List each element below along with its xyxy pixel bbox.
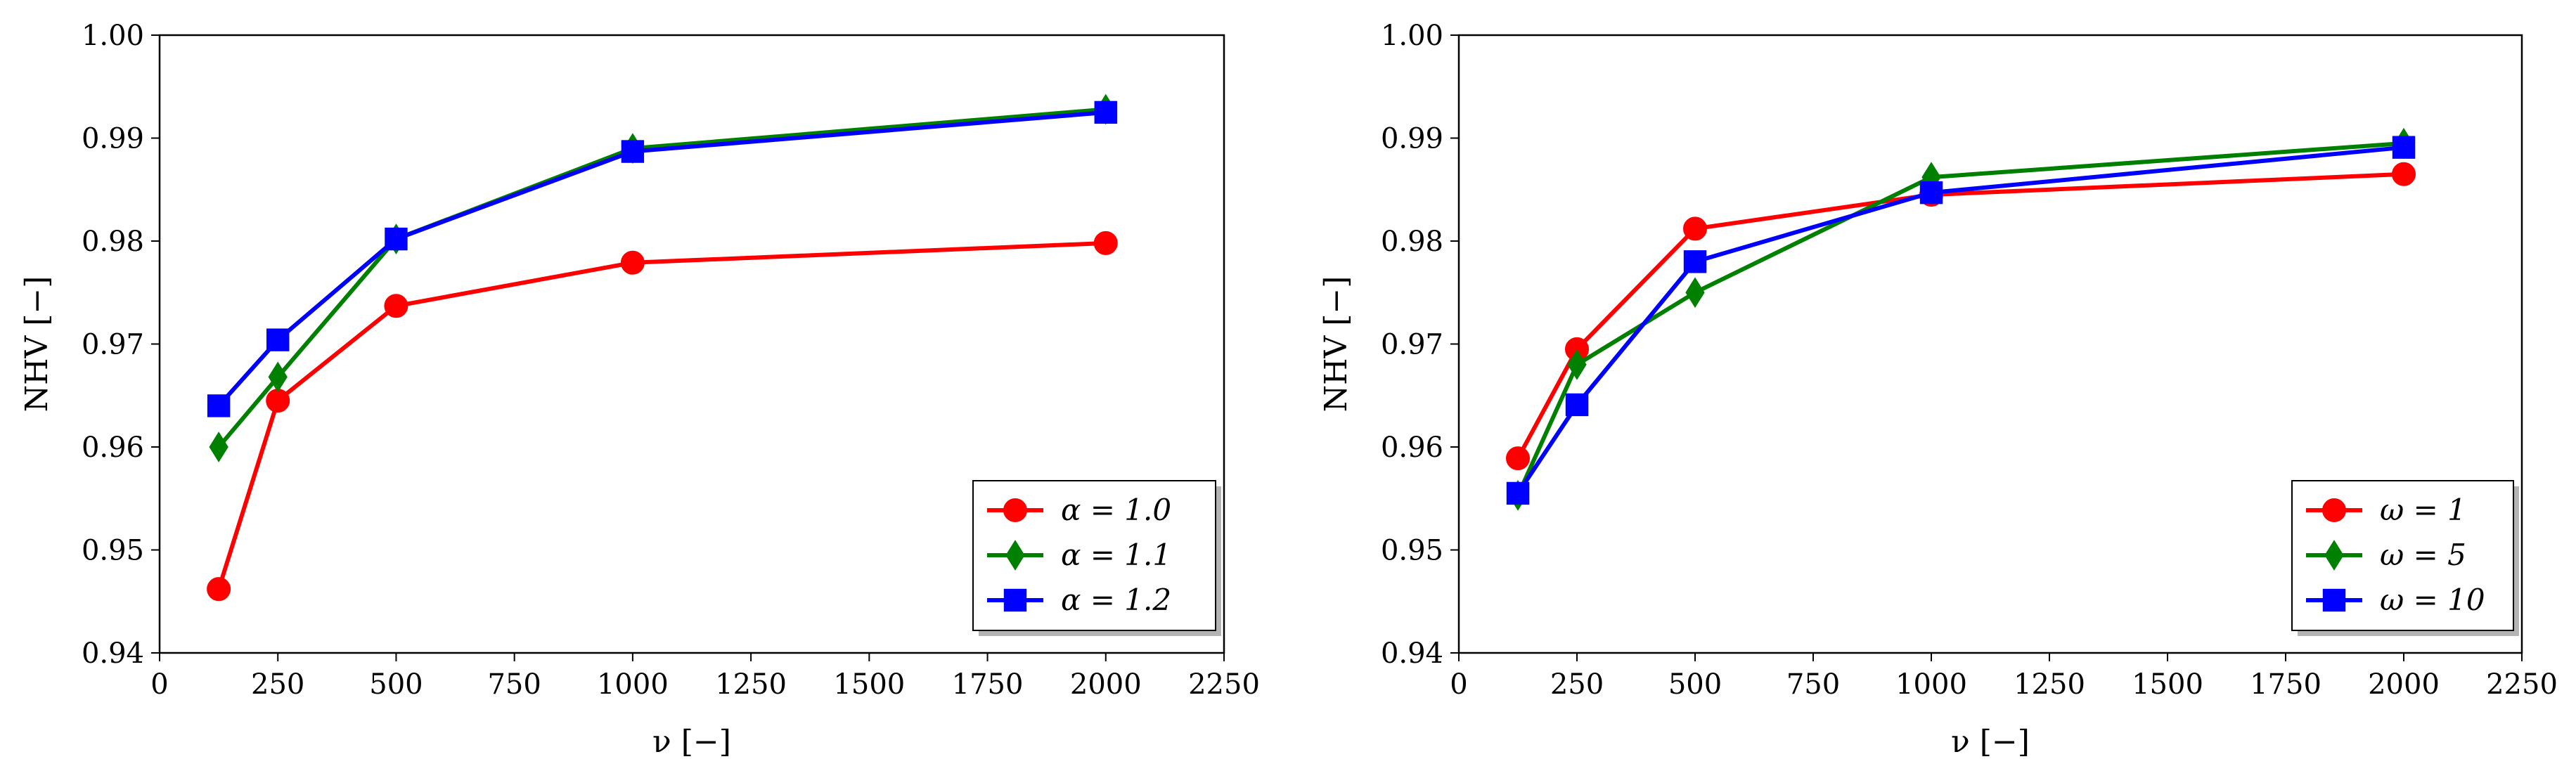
data-point	[207, 577, 231, 602]
data-point	[1919, 181, 1943, 205]
x-tick-label: 2000	[1070, 668, 1142, 701]
x-tick-label: 500	[1668, 668, 1722, 701]
legend-label: ω = 5	[2380, 538, 2466, 572]
x-axis-label: ν [−]	[1951, 724, 2030, 760]
legend-marker	[1003, 498, 1027, 522]
data-point	[1093, 231, 1118, 255]
x-tick-label: 0	[150, 668, 168, 701]
legend-label: α = 1.2	[1061, 583, 1171, 617]
legend-label: α = 1.0	[1061, 493, 1171, 527]
y-tick-label: 0.94	[1381, 637, 1443, 670]
data-point	[266, 389, 290, 413]
data-point	[2392, 136, 2416, 159]
x-tick-label: 250	[251, 668, 304, 701]
data-point	[209, 432, 228, 462]
y-tick-label: 0.99	[1381, 123, 1443, 155]
data-point	[207, 394, 231, 417]
data-point	[1094, 101, 1117, 124]
x-axis-label: ν [−]	[652, 724, 731, 760]
legend-marker	[1003, 588, 1027, 612]
data-point	[621, 140, 645, 163]
x-tick-label: 2000	[2368, 668, 2440, 701]
y-tick-label: 0.97	[82, 329, 144, 361]
x-tick-label: 1000	[597, 668, 669, 701]
series-square	[1506, 136, 2416, 505]
data-point	[1683, 216, 1707, 241]
x-tick-label: 1250	[715, 668, 787, 701]
series-circle	[207, 231, 1118, 602]
y-tick-label: 0.96	[1381, 432, 1443, 464]
y-tick-label: 0.96	[82, 432, 144, 464]
y-axis-label: NHV [−]	[1318, 276, 1354, 413]
y-tick-label: 0.95	[82, 535, 144, 567]
data-point	[2392, 162, 2416, 186]
data-point	[385, 227, 408, 251]
data-point	[1565, 393, 1589, 417]
y-tick-label: 0.98	[1381, 226, 1443, 258]
data-point	[620, 250, 645, 275]
x-tick-label: 1000	[1895, 668, 1967, 701]
data-point	[1567, 349, 1587, 380]
y-tick-label: 0.97	[1381, 329, 1443, 361]
x-tick-label: 1750	[2250, 668, 2321, 701]
x-tick-label: 1750	[952, 668, 1024, 701]
legend-marker	[2322, 498, 2346, 522]
data-point	[384, 294, 408, 318]
legend-marker	[1005, 540, 1025, 571]
series-square	[207, 101, 1117, 417]
legend: α = 1.0 α = 1.1 α = 1.2	[972, 480, 1221, 636]
x-tick-label: 1500	[833, 668, 905, 701]
data-point	[1685, 277, 1705, 309]
x-tick-label: 1250	[2014, 668, 2085, 701]
y-tick-label: 1.00	[1381, 20, 1443, 52]
x-tick-label: 250	[1550, 668, 1604, 701]
x-tick-label: 2250	[1188, 668, 1260, 701]
x-tick-label: 0	[1450, 668, 1467, 701]
legend-label: ω = 1	[2380, 493, 2466, 527]
x-tick-label: 750	[487, 668, 541, 701]
data-point	[1683, 250, 1707, 273]
data-point	[266, 328, 290, 351]
chart-left: 0 250 500 750 1000 1250 1500 1750 2000 2250 0.94 0.…	[19, 20, 1260, 760]
data-point	[1506, 481, 1530, 505]
series-diamond	[1508, 127, 2414, 511]
legend-marker	[2322, 588, 2346, 612]
y-axis-label: NHV [−]	[19, 276, 55, 413]
legend-label: α = 1.1	[1061, 538, 1171, 572]
y-tick-label: 0.94	[82, 637, 144, 670]
y-tick-label: 1.00	[82, 20, 144, 52]
x-tick-label: 500	[369, 668, 423, 701]
y-tick-label: 0.95	[1381, 535, 1443, 567]
y-tick-label: 0.98	[82, 226, 144, 258]
legend-label: ω = 10	[2380, 583, 2485, 617]
series-line	[217, 110, 1107, 408]
x-tick-label: 1500	[2132, 668, 2203, 701]
y-tick-label: 0.99	[82, 123, 144, 155]
chart-right: 0 250 500 750 1000 1250 1500 1750 2000 2250 0.94 0.…	[1318, 20, 2558, 760]
x-tick-label: 2250	[2486, 668, 2558, 701]
series-line	[1516, 141, 2404, 497]
legend-marker	[2324, 540, 2344, 571]
data-point	[1506, 446, 1530, 471]
data-point	[268, 361, 288, 393]
series-circle	[1506, 162, 2416, 471]
legend: ω = 1 ω = 5 ω = 10	[2291, 480, 2519, 636]
x-tick-label: 750	[1786, 668, 1840, 701]
